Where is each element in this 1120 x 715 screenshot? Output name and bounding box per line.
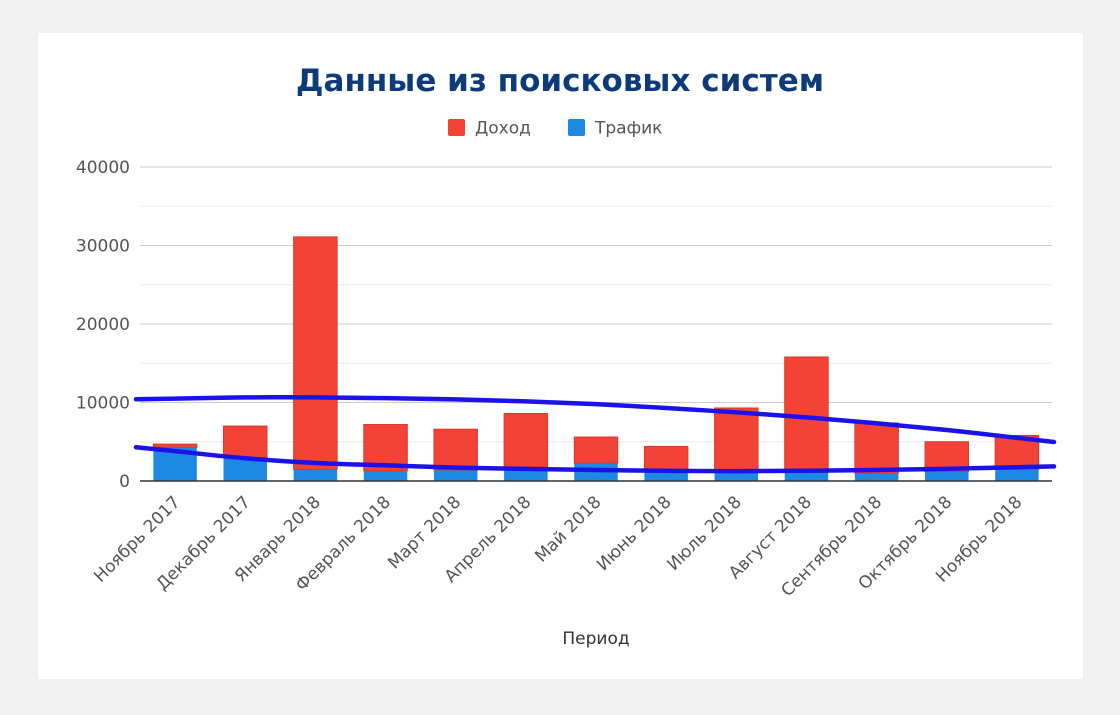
bar-income-7[interactable] bbox=[643, 445, 689, 470]
bar-income-2[interactable] bbox=[293, 236, 338, 470]
bar-traffic-2[interactable] bbox=[293, 469, 338, 481]
chart-card: Данные из поисковых систем Доход Трафик 0… bbox=[38, 33, 1083, 679]
y-tick-label: 10000 bbox=[76, 394, 130, 414]
legend-swatch[interactable] bbox=[448, 119, 465, 136]
bar-traffic-4[interactable] bbox=[433, 470, 478, 481]
bar-income-10[interactable] bbox=[854, 422, 899, 474]
legend[interactable]: Доход Трафик bbox=[448, 119, 662, 139]
x-axis-label: Период bbox=[562, 629, 629, 649]
bar-income-8[interactable] bbox=[714, 407, 759, 473]
y-axis: 0 10000 20000 30000 40000 bbox=[76, 158, 130, 492]
bar-traffic-3[interactable] bbox=[363, 470, 408, 481]
bar-income-6[interactable] bbox=[573, 436, 619, 464]
bars bbox=[152, 236, 1040, 481]
y-tick-label: 20000 bbox=[76, 315, 130, 335]
bar-traffic-9[interactable] bbox=[784, 472, 829, 481]
y-tick-label: 0 bbox=[119, 472, 130, 492]
trendline-income bbox=[133, 395, 1057, 445]
bar-income-1[interactable] bbox=[222, 425, 268, 458]
bar-traffic-1[interactable] bbox=[223, 457, 267, 481]
bar-traffic-10[interactable] bbox=[854, 473, 899, 481]
bar-income-5[interactable] bbox=[503, 412, 549, 468]
x-tick-label: Июнь 2018 bbox=[593, 492, 676, 575]
legend-swatch[interactable] bbox=[568, 119, 585, 136]
trendline-traffic bbox=[133, 444, 1057, 474]
grid bbox=[140, 166, 1052, 443]
bar-traffic-11[interactable] bbox=[925, 471, 969, 481]
y-tick-label: 40000 bbox=[76, 158, 130, 178]
chart: Данные из поисковых систем Доход Трафик 0… bbox=[76, 63, 1057, 649]
bar-traffic-7[interactable] bbox=[644, 469, 688, 481]
trendlines bbox=[133, 395, 1057, 474]
chart-title: Данные из поисковых систем bbox=[296, 63, 824, 99]
bar-income-0[interactable] bbox=[152, 443, 198, 448]
legend-label[interactable]: Доход bbox=[475, 119, 531, 139]
x-tick-label: Май 2018 bbox=[531, 492, 605, 566]
bar-traffic-8[interactable] bbox=[714, 471, 759, 481]
bar-traffic-12[interactable] bbox=[995, 469, 1039, 481]
bar-income-12[interactable] bbox=[994, 434, 1040, 470]
y-tick-label: 30000 bbox=[76, 237, 130, 257]
legend-label[interactable]: Трафик bbox=[594, 119, 662, 139]
bar-income-4[interactable] bbox=[433, 428, 478, 471]
